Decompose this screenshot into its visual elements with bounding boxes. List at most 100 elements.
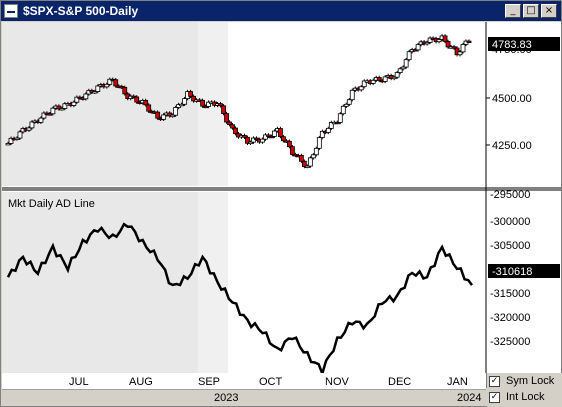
candle-body: [203, 105, 208, 109]
candle-body: [107, 78, 113, 85]
candle-body: [200, 99, 205, 107]
ad-line-label: Mkt Daily AD Line: [8, 198, 95, 210]
maximize-button[interactable]: □: [523, 4, 539, 18]
ad-last-value-box: [488, 264, 560, 278]
candle-body: [38, 117, 44, 123]
candle-body: [343, 103, 349, 107]
candle-body: [254, 137, 259, 140]
candle-body: [319, 130, 325, 139]
month-label: OCT: [259, 376, 283, 388]
candle-body: [230, 124, 235, 129]
candle-body: [394, 72, 400, 78]
month-label: JUL: [69, 376, 89, 388]
lower-y-tick: -300000: [490, 216, 530, 228]
month-label: SEP: [198, 376, 221, 388]
candle-body: [412, 49, 418, 52]
candle-body: [391, 76, 397, 80]
candle-body: [301, 160, 307, 167]
month-label: AUG: [129, 376, 153, 388]
window-controls: _ □ ×: [505, 4, 557, 18]
candle-body: [263, 134, 268, 140]
candle-body: [227, 121, 232, 126]
year-label: 2023: [214, 392, 239, 404]
int-lock-row[interactable]: ✓ Int Lock: [487, 389, 562, 405]
candle-body: [281, 136, 286, 142]
month-label: DEC: [388, 376, 412, 388]
candle-body: [29, 121, 35, 129]
chart-app-icon: [4, 4, 18, 18]
candle-body: [71, 101, 77, 106]
candle-body: [134, 96, 140, 103]
int-lock-checkbox[interactable]: ✓: [489, 391, 500, 403]
candle-body: [104, 83, 110, 88]
candle-body: [313, 147, 319, 156]
candle-body: [248, 141, 253, 145]
candle-body: [8, 137, 14, 144]
sym-lock-checkbox[interactable]: ✓: [489, 375, 500, 387]
sym-lock-label: Sym Lock: [506, 375, 555, 387]
spx-last-value-box: [488, 37, 560, 51]
chart-area[interactable]: 4750.00 4500.00 4250.00 Mkt Daily AD Lin…: [2, 22, 561, 388]
candle-body: [397, 68, 403, 73]
candle-body: [400, 66, 406, 70]
candle-body: [310, 154, 316, 159]
candle-body: [337, 113, 343, 123]
candle-body: [251, 137, 256, 143]
candle-body: [122, 86, 128, 95]
candle-body: [173, 107, 179, 116]
candle-body: [83, 93, 89, 100]
candle-body: [17, 131, 23, 139]
minimize-button[interactable]: _: [505, 4, 521, 18]
candle-body: [445, 41, 451, 48]
candle-body: [218, 103, 223, 107]
candle-body: [260, 138, 265, 143]
chart-canvas[interactable]: 4750.00 4500.00 4250.00 Mkt Daily AD Lin…: [2, 22, 561, 388]
candle-body: [269, 135, 274, 139]
candle-body: [191, 95, 197, 102]
candle-body: [188, 91, 194, 97]
candle-body: [457, 51, 463, 56]
candle-body: [346, 99, 352, 105]
candle-body: [370, 79, 376, 84]
candle-body: [454, 47, 460, 56]
candle-body: [59, 108, 65, 111]
candle-body: [179, 103, 185, 107]
candle-body: [460, 44, 466, 53]
candle-body: [26, 127, 32, 131]
candle-body: [406, 51, 412, 61]
candle-body: [170, 114, 176, 118]
candle-body: [47, 113, 53, 116]
candle-body: [92, 91, 98, 94]
candle-body: [436, 39, 442, 43]
close-button[interactable]: ×: [541, 4, 557, 18]
candle-body: [74, 96, 80, 103]
candle-body: [466, 40, 472, 43]
candle-body: [442, 35, 448, 42]
lower-y-tick: -315000: [490, 288, 530, 300]
sym-lock-row[interactable]: ✓ Sym Lock: [487, 373, 562, 389]
upper-shade: [2, 22, 198, 186]
candle-body: [286, 140, 292, 148]
candle-body: [41, 112, 47, 119]
ad-last-value: -310618: [492, 266, 532, 278]
month-label: NOV: [325, 376, 349, 388]
candle-body: [5, 143, 11, 146]
candle-body: [113, 79, 119, 87]
candle-body: [206, 101, 211, 107]
candle-body: [334, 121, 340, 125]
candle-body: [143, 100, 149, 106]
title-bar[interactable]: $SPX-S&P 500-Daily _ □ ×: [1, 1, 561, 21]
candle-body: [242, 135, 247, 138]
candle-body: [161, 114, 167, 120]
window-title: $SPX-S&P 500-Daily: [23, 4, 139, 18]
candle-body: [266, 134, 271, 137]
candle-body: [14, 137, 20, 140]
lock-panel: ✓ Sym Lock ✓ Int Lock: [487, 373, 562, 407]
lower-y-tick: -325000: [490, 336, 530, 348]
year-label: 2024: [457, 392, 482, 404]
candle-body: [316, 137, 322, 149]
year-bar: 2023 2024: [2, 389, 486, 406]
lower-y-tick: -305000: [490, 240, 530, 252]
month-label: JAN: [447, 376, 468, 388]
